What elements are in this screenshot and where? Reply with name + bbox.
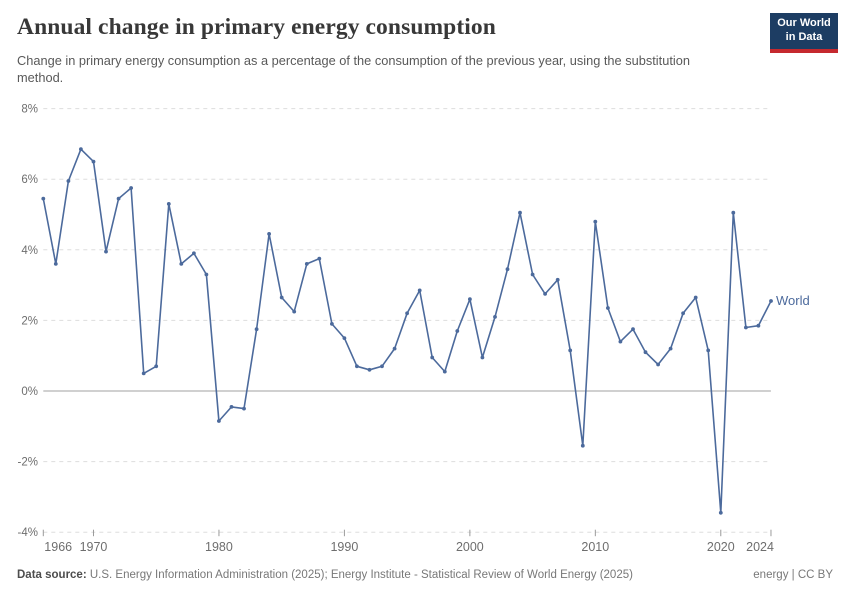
license-separator: | [788,569,798,581]
y-axis-label: -4% [18,527,38,539]
owid-logo-line2: in Data [785,30,823,43]
data-point [543,292,547,296]
data-point [631,327,635,332]
y-axis-label: 4% [21,245,38,257]
data-point [769,299,773,303]
license-text[interactable]: CC BY [797,569,833,581]
data-point [267,232,271,236]
data-point [380,364,384,369]
data-point [756,323,761,328]
y-axis-label: -2% [18,457,38,469]
data-point [656,362,660,367]
data-point [141,371,146,376]
data-source-label: Data source: [17,569,87,581]
data-point [254,327,259,332]
data-point [317,256,322,261]
data-point [643,350,648,355]
data-point [505,267,510,272]
chart-subtitle: Change in primary energy consumption as … [17,53,690,85]
data-point [480,355,485,360]
data-point [41,196,46,201]
data-point [355,364,359,369]
data-point [568,348,573,353]
x-axis-label: 1966 [44,540,72,554]
data-point [430,355,435,360]
data-point [718,510,723,515]
data-source-note: Data source: U.S. Energy Information Adm… [17,569,633,581]
data-point [606,306,610,310]
license-topic: energy [753,569,789,581]
data-point [468,297,472,302]
owid-logo: Our World in Data [770,13,838,53]
data-point [66,179,71,183]
data-point [116,196,121,201]
data-point [518,210,522,215]
data-point [304,262,309,266]
data-point [417,288,422,293]
data-point [91,159,96,164]
data-point [405,311,409,316]
data-point [129,186,134,190]
data-point [342,336,347,340]
data-point [104,249,108,254]
data-point [618,339,623,344]
y-axis-label: 8% [21,104,38,116]
data-source-text: U.S. Energy Information Administration (… [86,569,633,581]
data-point [242,406,246,411]
world-series-line [42,148,772,514]
data-point [493,315,497,319]
data-point [179,262,184,266]
owid-logo-line1: Our World [777,17,831,29]
data-point [681,311,685,316]
x-axis-label: 2010 [581,540,609,554]
data-point [693,295,698,300]
y-axis-label: 0% [21,386,38,398]
y-axis-label: 2% [21,315,38,327]
data-point [555,277,560,282]
data-point [706,348,711,353]
data-point [593,219,598,224]
data-point [668,346,673,351]
data-point [192,251,196,256]
data-point [442,369,447,374]
page-title: Annual change in primary energy consumpt… [17,14,496,40]
data-point [229,405,234,409]
y-axis-label: 6% [21,174,38,186]
data-point [79,147,83,152]
data-point [204,272,209,277]
x-axis-label: 2000 [456,540,484,554]
data-point [455,329,460,333]
x-axis-label: 1990 [330,540,358,554]
data-point [217,419,221,423]
x-axis-label: 2024 [746,540,774,554]
data-point [392,346,397,351]
data-point [330,322,334,326]
data-point [154,364,159,369]
license-note: energy | CC BY [753,569,833,581]
data-point [731,210,736,215]
x-axis-label: 2020 [707,540,735,554]
series-label-world[interactable]: World [776,293,810,308]
data-point [367,367,372,372]
data-point [580,443,585,448]
data-point [53,262,58,266]
data-point [292,309,297,314]
data-point [279,295,284,300]
data-point [530,272,535,277]
x-axis-label: 1980 [205,540,233,554]
data-point [744,325,748,330]
data-point [166,202,171,206]
x-axis-label: 1970 [80,540,108,554]
